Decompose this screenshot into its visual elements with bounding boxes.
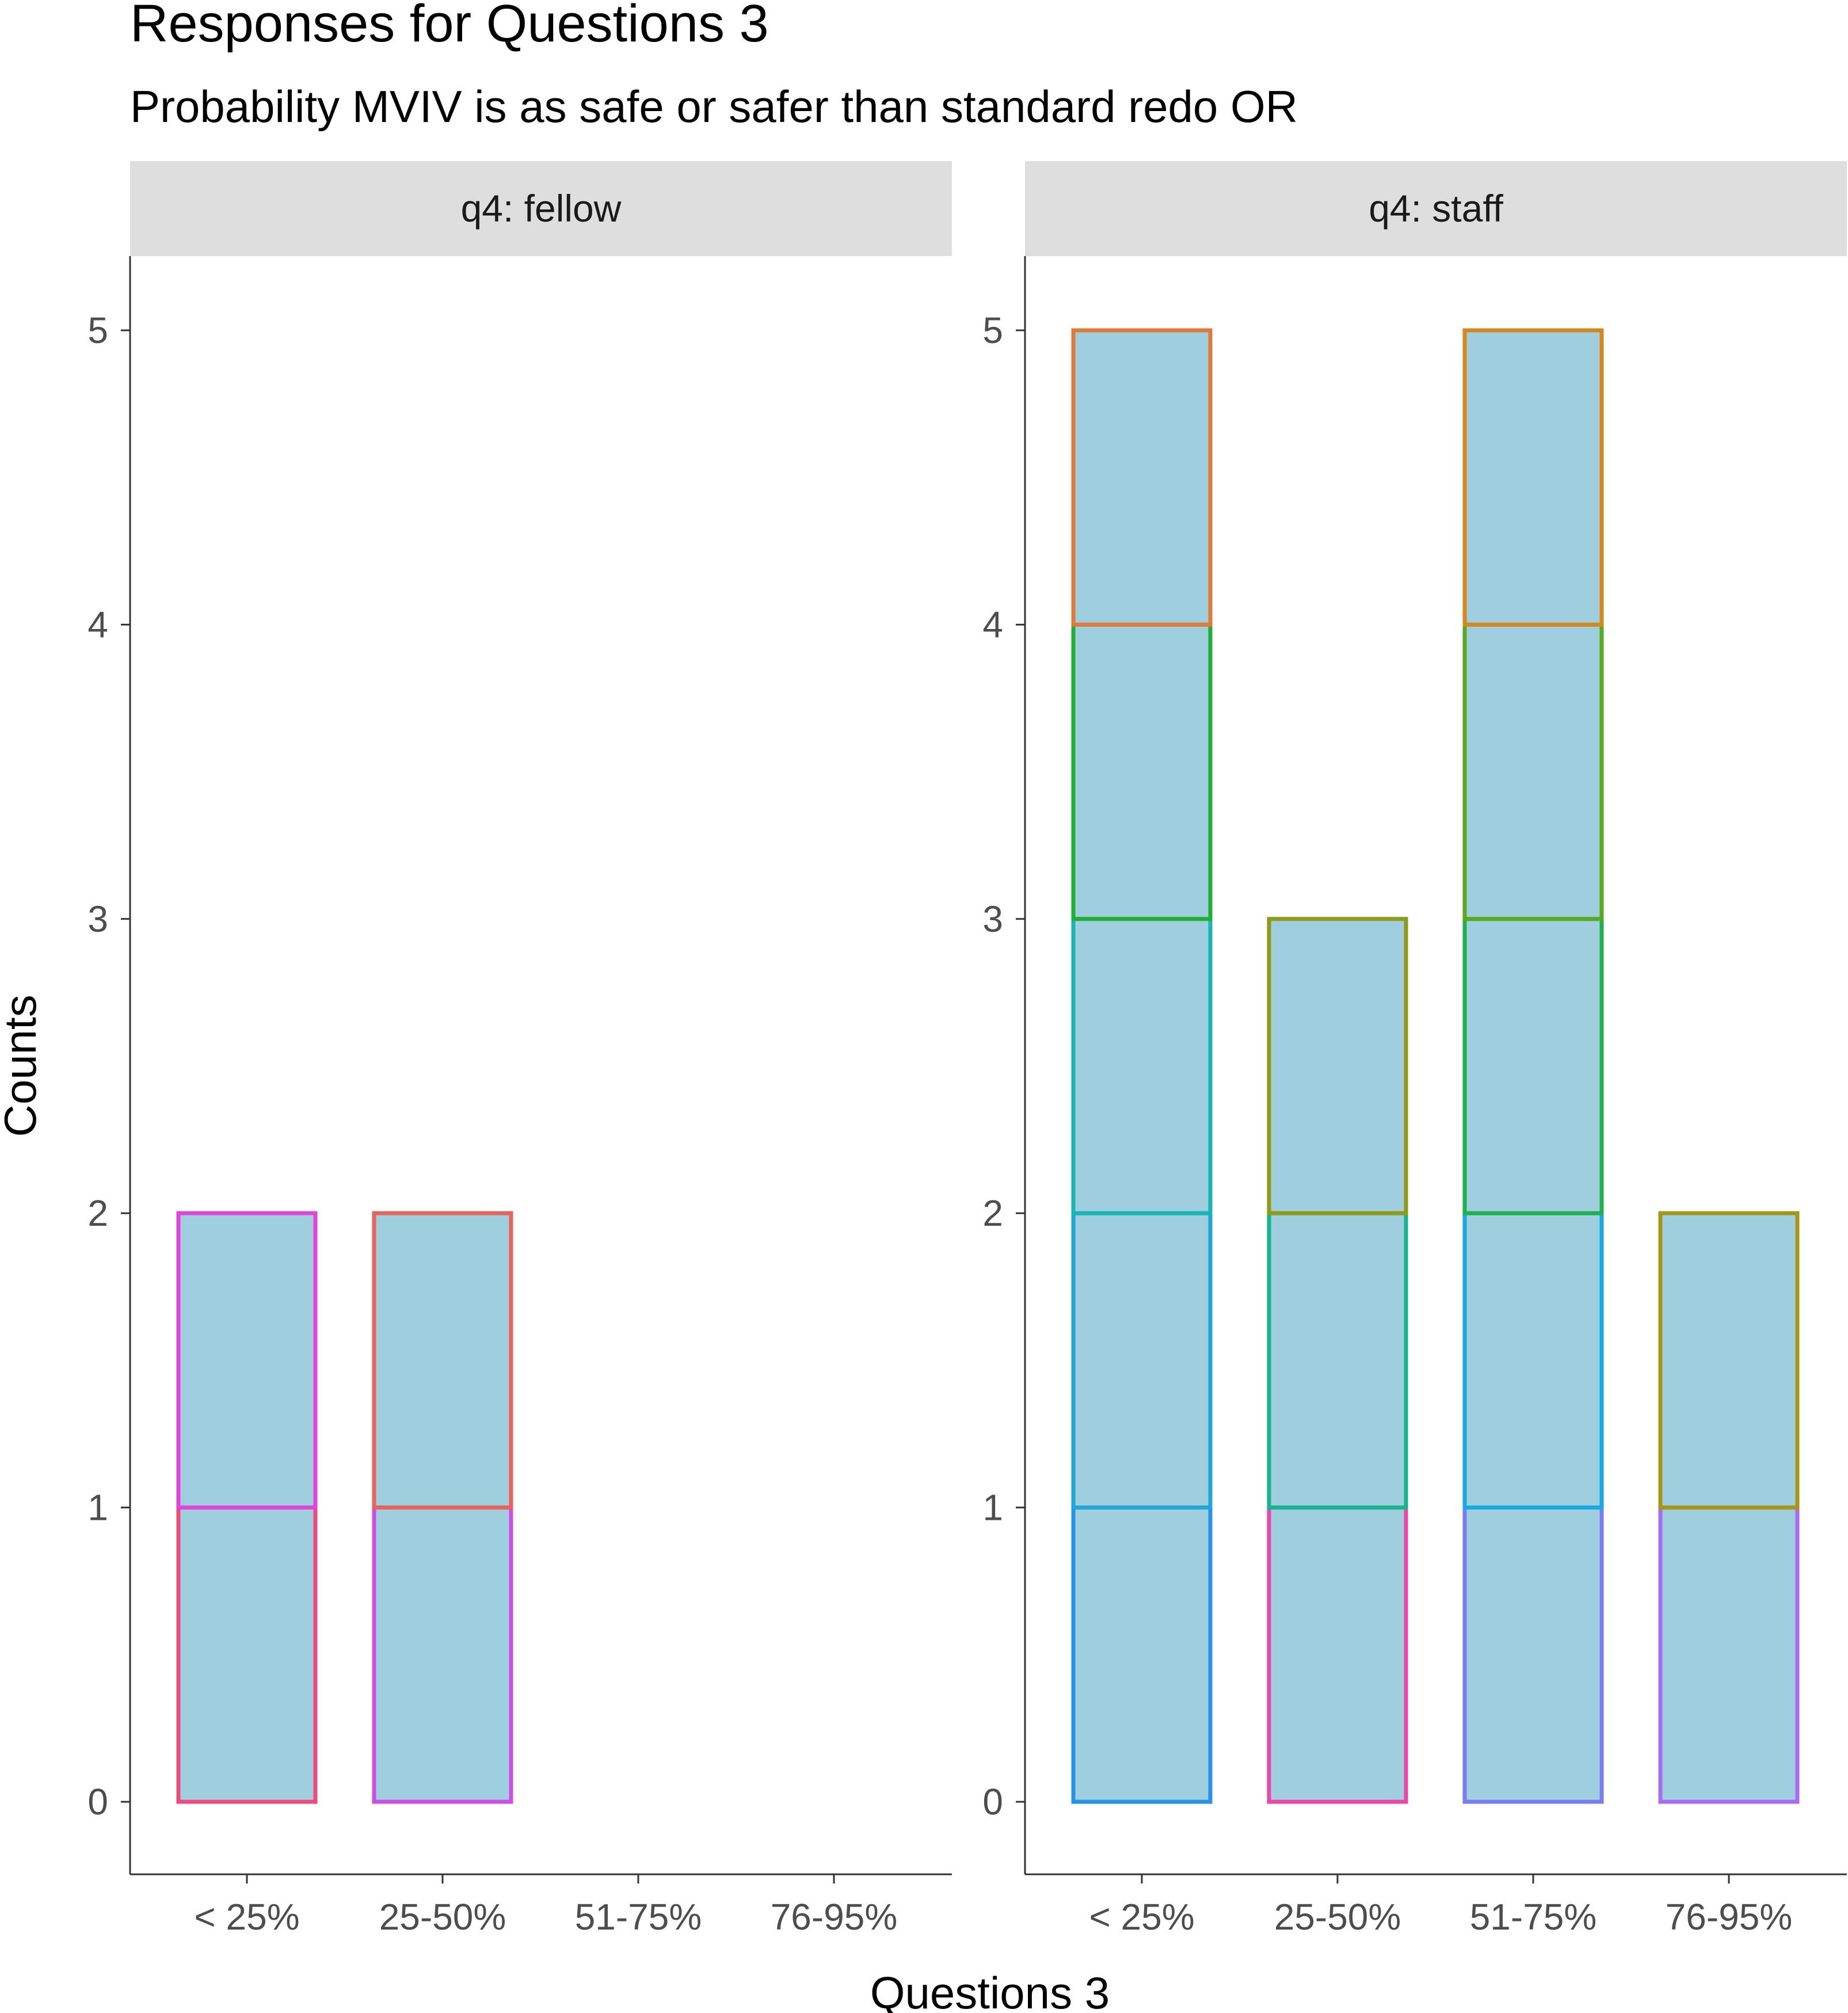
y-tick-label: 4	[87, 604, 108, 645]
bar-segment	[1267, 917, 1408, 1215]
y-tick-label: 1	[982, 1487, 1003, 1528]
bar-segment	[1071, 622, 1213, 921]
facet-panel: q4: fellow 0 1 2 3 4 5 < 25% 25-50% 51-75% 76-95%	[87, 161, 952, 1938]
y-axis-label: Counts	[0, 994, 45, 1137]
facet-strip	[1025, 161, 1847, 256]
y-tick-label: 3	[982, 898, 1003, 940]
x-tick-label: 25-50%	[1274, 1896, 1401, 1938]
bar-segment	[1071, 1211, 1213, 1510]
bar-segment	[1462, 917, 1604, 1215]
x-tick-label: 76-95%	[771, 1896, 898, 1938]
facet-panel: q4: staff 0 1 2 3 4 5 < 25% 25-50% 51-75% 76-95%	[982, 161, 1847, 1938]
y-tick-label: 2	[982, 1192, 1003, 1234]
y-tick-label: 5	[982, 310, 1003, 351]
bar-segment	[176, 1505, 318, 1804]
x-tick-label: 25-50%	[379, 1896, 506, 1938]
bar-segment	[372, 1211, 513, 1510]
facet-strip	[130, 161, 952, 256]
bar-segment	[1267, 1211, 1408, 1510]
y-tick-label: 3	[87, 898, 108, 940]
y-tick-label: 2	[87, 1192, 108, 1234]
y-tick-label: 0	[982, 1781, 1003, 1823]
bar-segment	[1658, 1211, 1800, 1510]
chart-subtitle: Probability MVIV is as safe or safer tha…	[130, 81, 1298, 132]
facet-strip-label: q4: fellow	[461, 187, 622, 230]
bar-segment	[1462, 1211, 1604, 1510]
y-tick-label: 4	[982, 604, 1003, 645]
bar-segment	[1462, 1505, 1604, 1804]
facet-strip-label: q4: staff	[1369, 187, 1503, 230]
bar-segment	[1658, 1505, 1800, 1804]
bar-segment	[1462, 328, 1604, 627]
y-tick-label: 0	[87, 1781, 108, 1823]
y-tick-label: 5	[87, 310, 108, 351]
bar-segment	[1462, 622, 1604, 921]
bar-segment	[372, 1505, 513, 1804]
x-tick-label: 76-95%	[1666, 1896, 1793, 1938]
x-axis-label: Questions 3	[870, 1968, 1110, 2013]
x-tick-label: < 25%	[1089, 1896, 1194, 1938]
x-tick-label: < 25%	[194, 1896, 299, 1938]
bar-segment	[1071, 917, 1213, 1215]
chart-title: Responses for Questions 3	[130, 0, 769, 53]
y-tick-label: 1	[87, 1487, 108, 1528]
bar-segment	[1071, 328, 1213, 627]
x-tick-label: 51-75%	[575, 1896, 702, 1938]
bar-segment	[1071, 1505, 1213, 1804]
x-tick-label: 51-75%	[1470, 1896, 1597, 1938]
bar-segment	[1267, 1505, 1408, 1804]
bar-segment	[176, 1211, 318, 1510]
